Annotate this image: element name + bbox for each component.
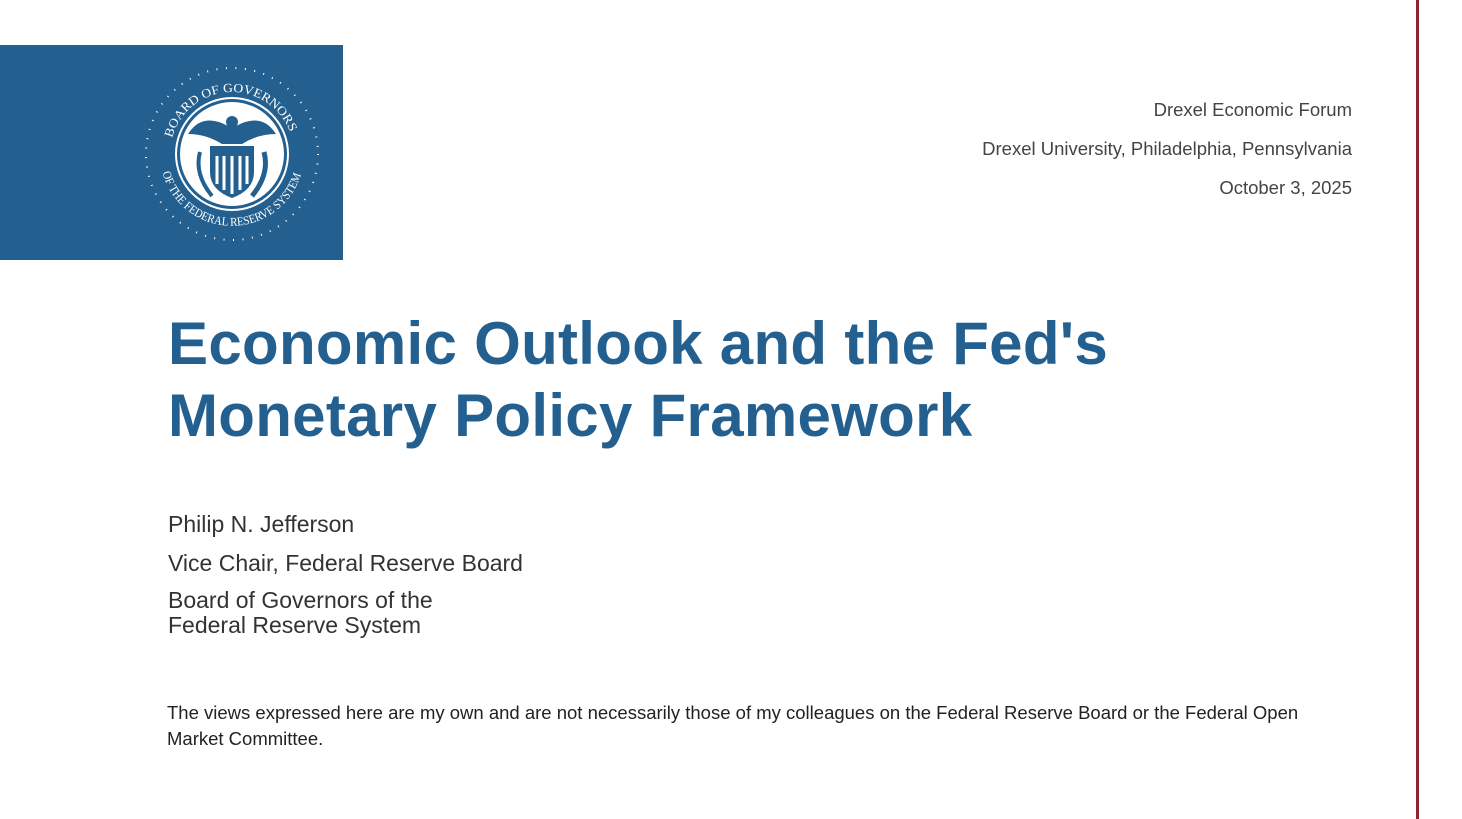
speaker-name: Philip N. Jefferson (168, 511, 355, 537)
event-location: Drexel University, Philadelphia, Pennsyl… (982, 138, 1352, 159)
speaker-org-line-2: Federal Reserve System (168, 612, 422, 638)
federal-reserve-seal-icon: BOARD OF GOVERNORS OF THE FEDERAL RESERV… (145, 67, 319, 241)
event-date: October 3, 2025 (1219, 177, 1352, 198)
speaker-org-line-1: Board of Governors of the (168, 587, 433, 613)
page-title: Economic Outlook and the Fed's Monetary … (168, 308, 1108, 452)
accent-line (1416, 0, 1419, 819)
event-info: Drexel Economic Forum Drexel University,… (982, 98, 1352, 215)
disclaimer: The views expressed here are my own and … (167, 702, 1299, 749)
title-line-1: Economic Outlook and the Fed's (168, 310, 1109, 377)
speaker-org: Board of Governors of the Federal Reserv… (168, 588, 523, 638)
event-name: Drexel Economic Forum (1153, 99, 1352, 120)
speaker-info: Philip N. Jefferson Vice Chair, Federal … (168, 510, 523, 638)
logo-panel: BOARD OF GOVERNORS OF THE FEDERAL RESERV… (0, 45, 343, 260)
title-line-2: Monetary Policy Framework (168, 382, 973, 449)
speaker-role: Vice Chair, Federal Reserve Board (168, 550, 523, 576)
